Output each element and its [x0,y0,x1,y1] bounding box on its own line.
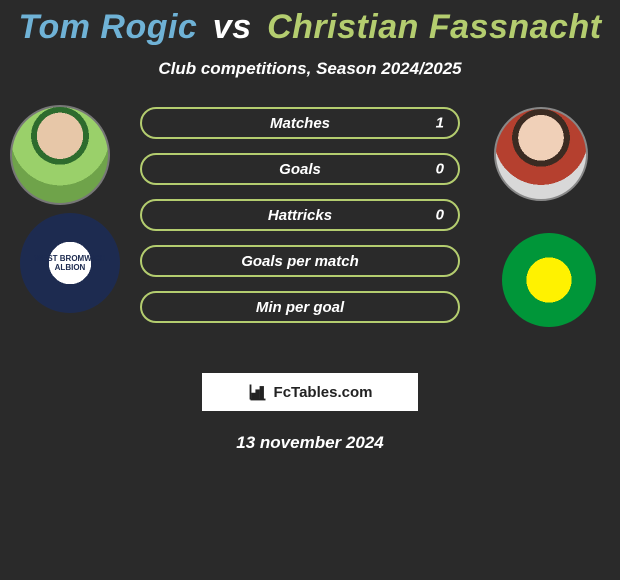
stat-label: Goals [279,161,321,178]
stat-label: Hattricks [268,207,332,224]
stat-label: Min per goal [256,299,344,316]
chart-icon [248,382,268,402]
player2-avatar [494,107,588,201]
watermark: FcTables.com [202,373,418,411]
player1-club-badge: WEST BROMWICH ALBION [20,213,120,313]
stat-value-right: 1 [436,115,444,132]
date-label: 13 november 2024 [0,433,620,453]
stat-bar: Goals 0 [140,153,460,185]
subtitle: Club competitions, Season 2024/2025 [0,59,620,79]
stat-label: Goals per match [241,253,359,270]
stat-bar: Hattricks 0 [140,199,460,231]
player1-name: Tom Rogic [18,8,197,46]
player1-club-badge-text: WEST BROMWICH ALBION [20,254,120,272]
page-title: Tom Rogic vs Christian Fassnacht [0,0,620,47]
stat-value-right: 0 [436,207,444,224]
watermark-text: FcTables.com [274,384,373,401]
comparison-panel: WEST BROMWICH ALBION Matches1Goals0Hattr… [0,105,620,365]
player2-club-badge [502,233,596,327]
player2-name: Christian Fassnacht [267,8,601,46]
stat-label: Matches [270,115,330,132]
stat-bar: Min per goal [140,291,460,323]
stat-bar: Matches 1 [140,107,460,139]
stat-bars: Matches 1 Goals 0 Hattricks 0 Goals per match M… [140,107,460,337]
stat-bar: Goals per match [140,245,460,277]
stat-value-right: 0 [436,161,444,178]
vs-separator: vs [213,8,252,46]
player1-avatar [10,105,110,205]
